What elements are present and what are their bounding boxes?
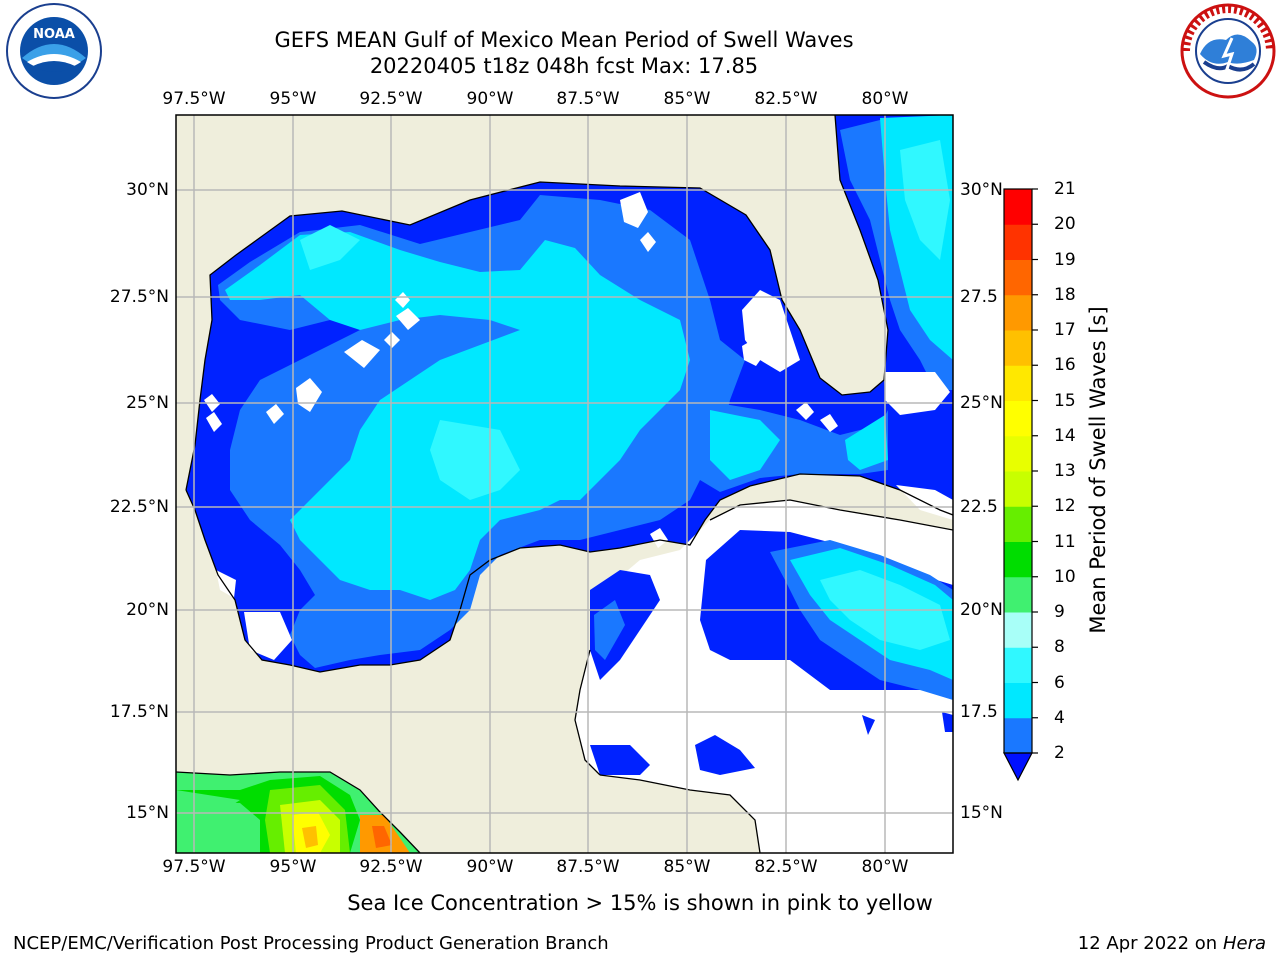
nws-logo	[1180, 3, 1276, 99]
colorbar-tick-label: 11	[1054, 531, 1076, 552]
footer-host: Hera	[1222, 933, 1266, 954]
colorbar-tick-label: 16	[1054, 355, 1076, 376]
colorbar-segment	[1004, 471, 1032, 507]
lon-label-top: 97.5°W	[162, 89, 226, 109]
lat-label-right: 22.5	[960, 497, 998, 517]
lat-label-left: 30°N	[126, 180, 169, 200]
colorbar-tick-label: 13	[1054, 461, 1076, 481]
lat-label-right: 25°N	[960, 393, 1003, 413]
lon-label-top: 82.5°W	[754, 89, 818, 109]
colorbar-segment	[1004, 189, 1032, 225]
footer-credit: NCEP/EMC/Verification Post Processing Pr…	[13, 933, 609, 954]
svg-text:NOAA: NOAA	[33, 27, 75, 42]
colorbar-tick-label: 20	[1054, 214, 1076, 235]
colorbar-tick-label: 6	[1054, 672, 1065, 693]
colorbar-tick-label: 17	[1054, 320, 1076, 340]
lon-label-bottom: 90°W	[466, 857, 514, 877]
lon-label-bottom: 95°W	[269, 857, 317, 877]
lon-label-bottom: 82.5°W	[754, 857, 818, 877]
colorbar-tick-label: 12	[1054, 496, 1076, 517]
lat-label-right: 15°N	[960, 803, 1003, 823]
lon-label-bottom: 87.5°W	[556, 857, 620, 877]
colorbar-tick-label: 4	[1054, 707, 1065, 728]
colorbar-segment	[1004, 259, 1032, 296]
lon-label-bottom: 92.5°W	[359, 857, 423, 877]
colorbar-segment	[1004, 682, 1032, 719]
lon-label-top: 87.5°W	[556, 89, 620, 109]
colorbar-tick-label: 15	[1054, 390, 1076, 411]
lat-label-left: 15°N	[126, 803, 169, 823]
lat-label-right: 17.5	[960, 702, 998, 722]
lat-label-right: 30°N	[960, 180, 1003, 200]
lat-label-left: 22.5°N	[109, 497, 169, 517]
lon-label-top: 92.5°W	[359, 89, 423, 109]
lat-label-right: 20°N	[960, 600, 1003, 620]
colorbar-segment	[1004, 400, 1032, 437]
colorbar-segment	[1004, 647, 1032, 683]
lat-label-left: 20°N	[126, 600, 169, 620]
sea-ice-note: Sea Ice Concentration > 15% is shown in …	[347, 891, 933, 915]
colorbar-extend-arrow	[1003, 752, 1033, 782]
colorbar-tick-label: 10	[1054, 566, 1076, 587]
colorbar-segment	[1004, 330, 1032, 366]
colorbar-segment	[1004, 365, 1032, 401]
lat-label-left: 25°N	[126, 393, 169, 413]
colorbar-tick-label: 8	[1054, 637, 1065, 658]
footer-date: 12 Apr 2022 on Hera	[1078, 933, 1266, 954]
colorbar-tick-label: 21	[1054, 179, 1076, 199]
lon-label-top: 80°W	[861, 89, 909, 109]
colorbar-segment	[1004, 294, 1032, 331]
colorbar-segment	[1004, 435, 1032, 472]
colorbar-segment	[1004, 541, 1032, 578]
lon-label-top: 85°W	[663, 89, 711, 109]
noaa-logo: NOAA	[6, 3, 102, 99]
colorbar-segment	[1004, 506, 1032, 542]
lat-label-left: 27.5°N	[109, 287, 169, 307]
lon-label-top: 95°W	[269, 89, 317, 109]
lon-label-bottom: 85°W	[663, 857, 711, 877]
lat-label-left: 17.5°N	[109, 702, 169, 722]
lat-label-right: 27.5	[960, 287, 998, 307]
lon-label-bottom: 80°W	[861, 857, 909, 877]
colorbar-segment	[1004, 612, 1032, 648]
colorbar-tick-label: 2	[1054, 743, 1065, 763]
colorbar-segment	[1004, 224, 1032, 260]
lon-label-top: 90°W	[466, 89, 514, 109]
footer-date-text: 12 Apr 2022 on	[1077, 933, 1223, 954]
lon-label-bottom: 97.5°W	[162, 857, 226, 877]
colorbar-label: Mean Period of Swell Waves [s]	[1086, 306, 1110, 634]
colorbar-tick-label: 14	[1054, 425, 1076, 446]
colorbar-tick-label: 19	[1054, 249, 1076, 270]
colorbar-tick-label: 9	[1054, 602, 1065, 622]
colorbar-segment	[1004, 576, 1032, 613]
colorbar-segment	[1004, 717, 1032, 754]
map-subtitle: 20220405 t18z 048h fcst Max: 17.85	[369, 54, 759, 78]
map-frame	[175, 114, 954, 854]
map-title: GEFS MEAN Gulf of Mexico Mean Period of …	[274, 28, 854, 52]
colorbar-tick-label: 18	[1054, 284, 1076, 305]
